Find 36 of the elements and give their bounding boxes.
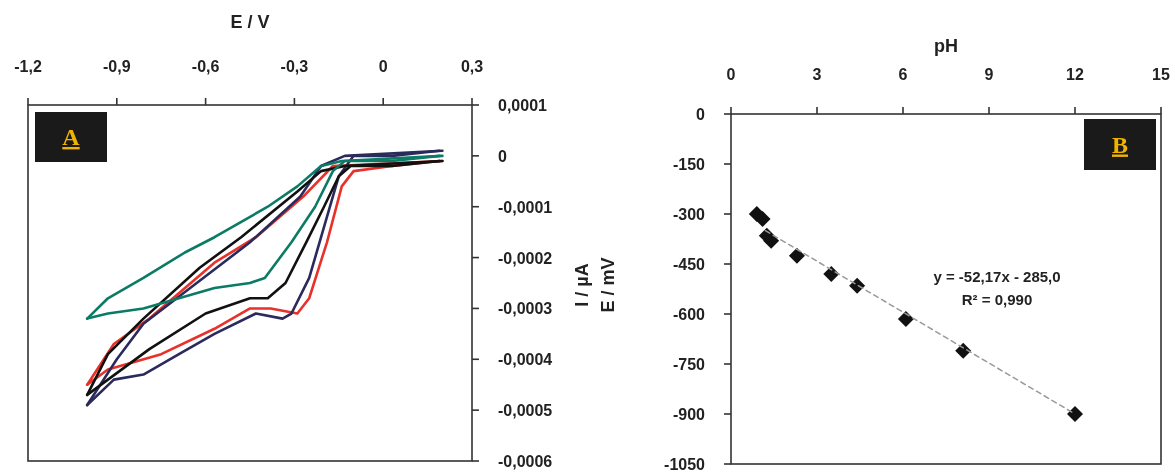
x-axis-title: E / V (230, 12, 270, 32)
y-tick-label: -0,0002 (498, 249, 553, 267)
y-tick-label: -0,0006 (498, 453, 553, 470)
y-axis-title: E / mV (598, 257, 618, 313)
y-tick-label: 0 (696, 106, 706, 123)
annotation: y = -52,17x - 285,0 (933, 268, 1061, 285)
x-tick-label: -0,3 (280, 58, 309, 75)
y-tick-label: -900 (672, 406, 706, 423)
y-tick-label: -1050 (664, 456, 706, 473)
x-tick-label: 0 (726, 66, 736, 83)
y-tick-label: -450 (672, 256, 706, 273)
x-axis-title: pH (934, 36, 958, 56)
x-tick-label: -1,2 (14, 58, 42, 75)
x-tick-label: 3 (812, 66, 822, 83)
y-tick-label: -0,0004 (498, 351, 553, 369)
x-tick-label: 15 (1152, 66, 1170, 83)
x-tick-label: 0,3 (460, 58, 484, 75)
annotation: B (1111, 131, 1129, 158)
y-tick-label: -600 (672, 306, 706, 323)
annotation: R² = 0,990 (961, 291, 1033, 308)
y-tick-label: -300 (672, 206, 706, 223)
x-tick-label: 9 (984, 66, 994, 83)
x-tick-label: -0,6 (191, 58, 220, 75)
x-tick-label: 6 (898, 66, 908, 83)
y-tick-label: 0 (498, 147, 507, 165)
x-tick-label: -0,9 (103, 58, 131, 75)
y-tick-label: -0,0001 (498, 198, 553, 216)
y-tick-label: -150 (672, 156, 706, 173)
y-tick-label: 0,0001 (498, 97, 548, 114)
y-tick-label: -0,0005 (498, 402, 553, 420)
y-tick-label: -0,0003 (498, 300, 553, 318)
annotation: A (62, 124, 81, 150)
x-tick-label: 0 (378, 58, 388, 75)
y-tick-label: -750 (672, 356, 706, 373)
x-tick-label: 12 (1066, 66, 1084, 83)
y-axis-title: I / µA (572, 263, 592, 307)
